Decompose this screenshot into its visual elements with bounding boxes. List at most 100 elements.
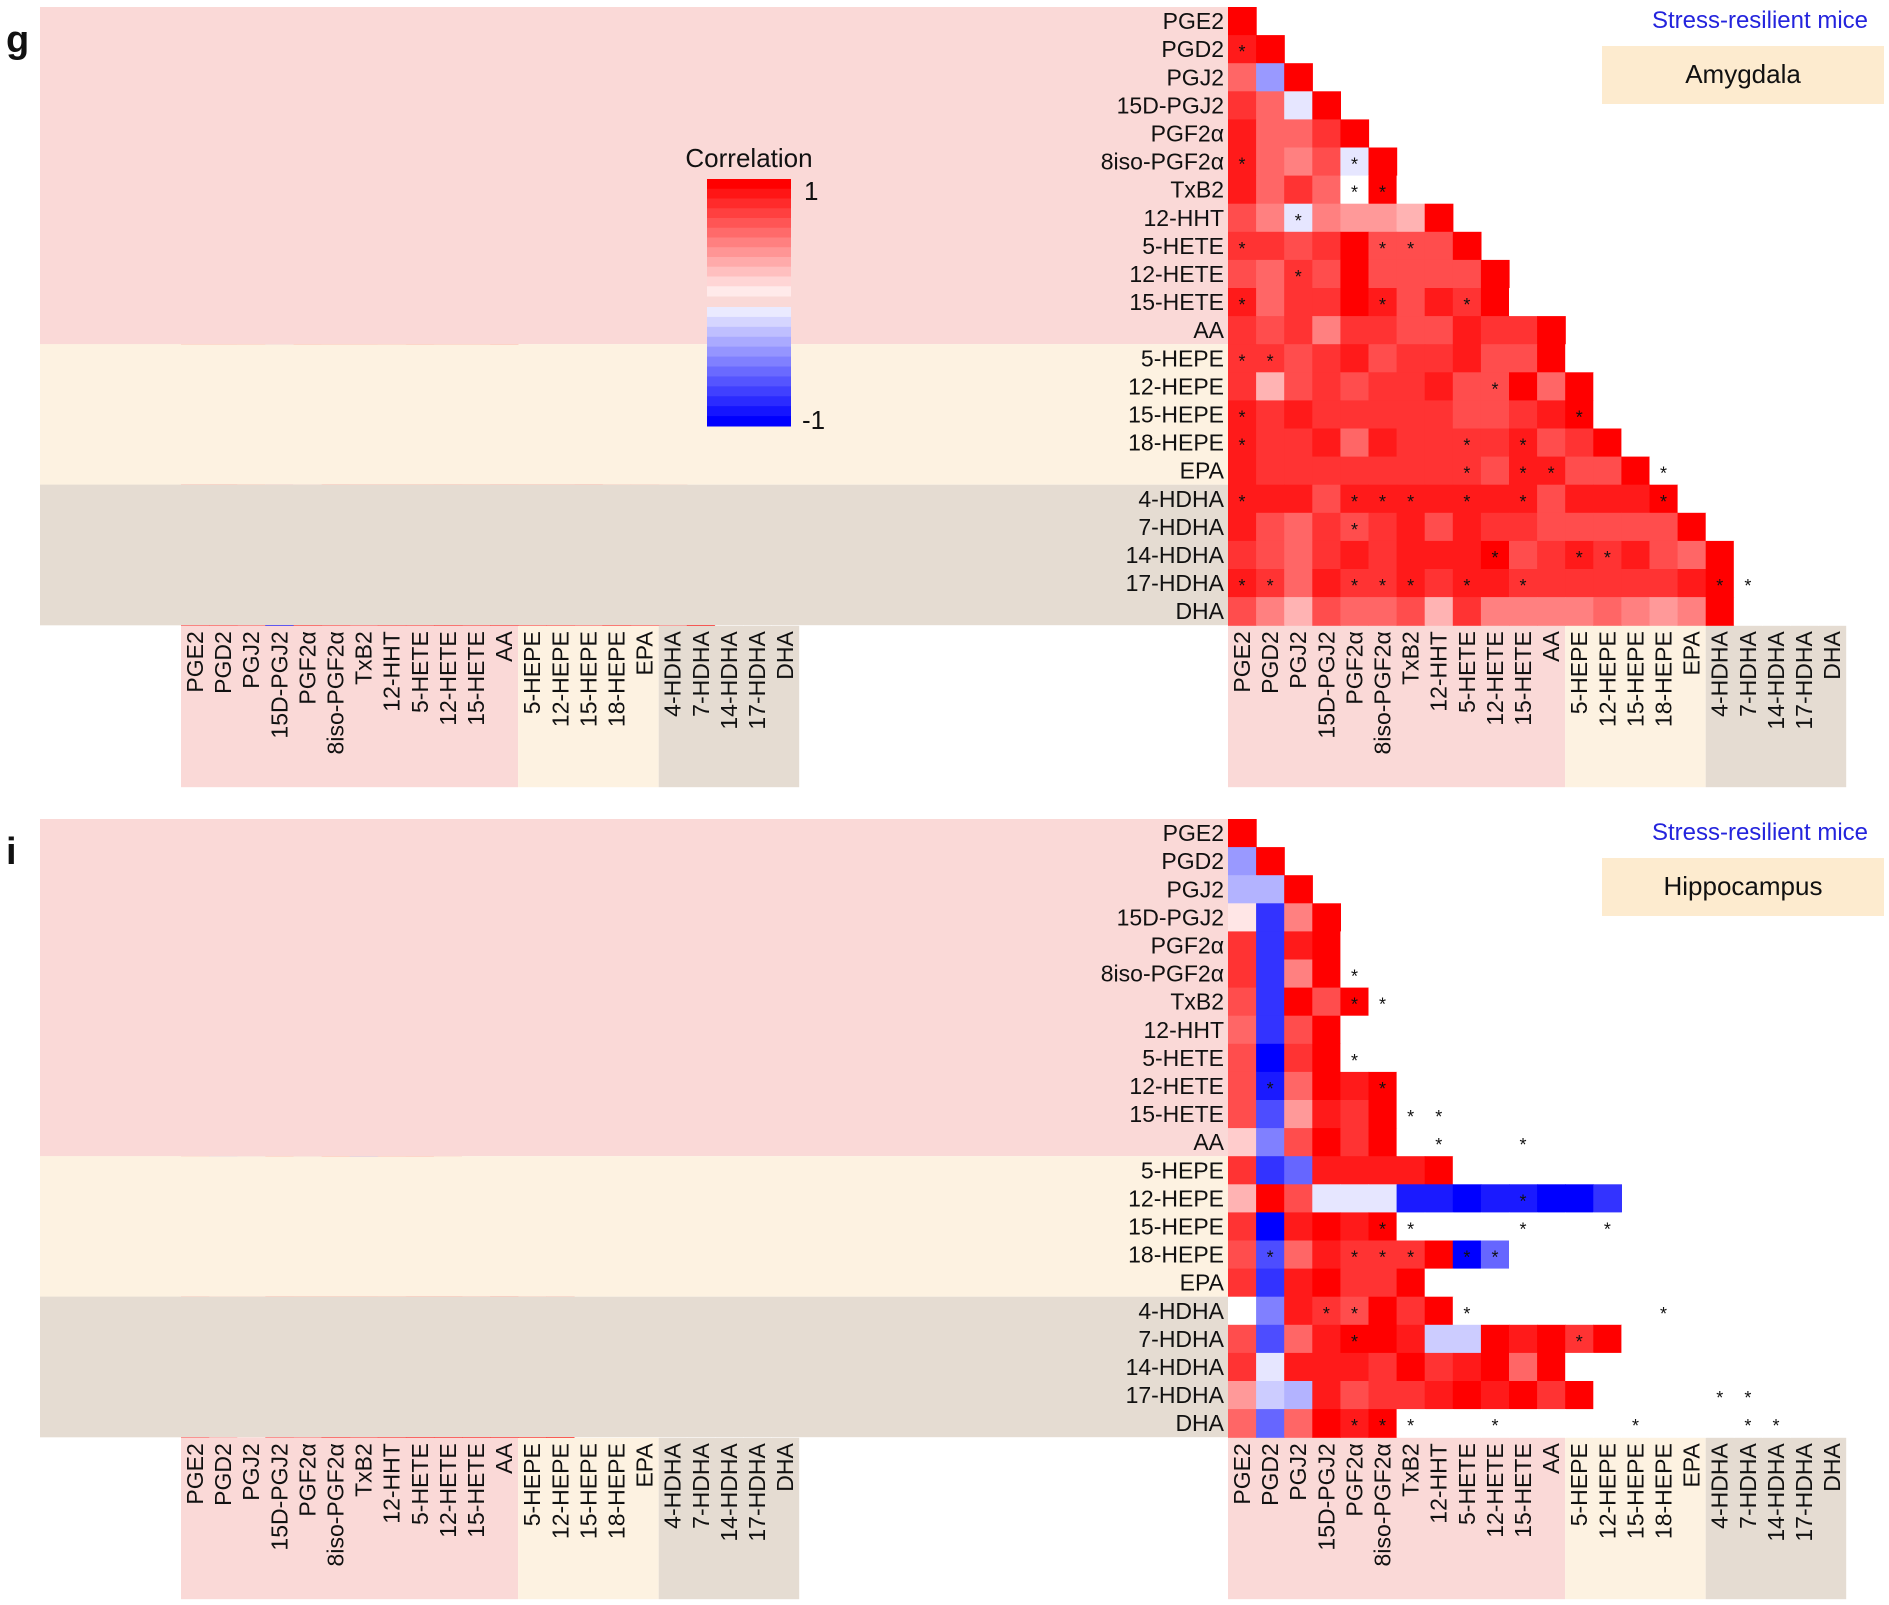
heatmap-cell	[1312, 259, 1341, 289]
significance-marker: *	[1295, 211, 1302, 231]
column-label: 4-HDHA	[660, 1443, 686, 1529]
row-label: PGD2	[1161, 36, 1224, 62]
panel-letter: i	[6, 831, 17, 873]
significance-marker: *	[1407, 1107, 1414, 1127]
heatmap-cell	[1565, 1352, 1594, 1382]
heatmap-cell	[1368, 428, 1398, 458]
column-label: PGF2α	[294, 631, 320, 704]
row-label: DHA	[1175, 1410, 1224, 1436]
heatmap-cell	[1480, 372, 1510, 401]
panel-title: Stress-resilient mice	[1652, 819, 1868, 846]
heatmap-cell	[1228, 875, 1257, 904]
heatmap-cell	[1509, 288, 1538, 317]
heatmap-cell	[1256, 1100, 1285, 1129]
heatmap-cell	[1284, 1128, 1313, 1157]
row-label: 4-HDHA	[1138, 1298, 1224, 1324]
significance-marker: *	[1379, 576, 1386, 596]
heatmap-cell	[1340, 569, 1370, 598]
heatmap-cell	[1565, 1296, 1594, 1326]
row-label: 15D-PGJ2	[1117, 904, 1224, 930]
heatmap-cell	[1705, 1324, 1735, 1354]
significance-marker: *	[1604, 1219, 1611, 1239]
heatmap-cell	[1537, 344, 1566, 373]
heatmap-cell	[1452, 1240, 1482, 1270]
significance-marker: *	[1435, 1135, 1442, 1155]
heatmap-cell	[1452, 1043, 1482, 1073]
heatmap-cell	[1480, 1240, 1510, 1270]
heatmap-cell	[1480, 259, 1510, 289]
heatmap-cell	[1368, 400, 1398, 430]
heatmap-cell	[1340, 931, 1370, 961]
heatmap-cell	[1452, 1156, 1482, 1185]
column-label: AA	[1538, 1443, 1564, 1474]
column-label: 18-HEPE	[1651, 1443, 1677, 1539]
heatmap-cell	[1424, 1184, 1454, 1213]
heatmap-cell	[1256, 1128, 1285, 1157]
significance-marker: *	[1379, 183, 1386, 203]
legend-swatch	[707, 247, 791, 258]
heatmap-cell	[1733, 1352, 1763, 1382]
row-label: PGJ2	[1166, 64, 1224, 90]
heatmap-cell	[1537, 1381, 1566, 1410]
significance-marker: *	[1520, 1219, 1527, 1239]
column-label: TxB2	[351, 1443, 377, 1497]
column-label: 15-HEPE	[575, 631, 601, 727]
significance-marker: *	[1520, 1191, 1527, 1211]
column-label: 17-HDHA	[744, 1443, 770, 1542]
heatmap-cell	[1649, 1296, 1679, 1326]
heatmap-cell	[1340, 1015, 1370, 1045]
legend-swatch	[707, 366, 791, 377]
significance-marker: *	[1744, 576, 1751, 596]
heatmap-cell	[1368, 288, 1398, 317]
heatmap-cell	[1452, 1296, 1482, 1326]
row-label: 12-HEPE	[1128, 373, 1224, 399]
legend-swatch	[707, 286, 791, 297]
heatmap-cell	[1368, 1240, 1398, 1270]
heatmap-cell	[1452, 1128, 1482, 1157]
heatmap-cell	[1509, 428, 1538, 458]
column-group-band	[1565, 1437, 1706, 1600]
heatmap-cell	[1256, 231, 1285, 261]
heatmap-cell	[1284, 959, 1313, 989]
heatmap-cell	[1649, 484, 1679, 514]
heatmap-cell	[1509, 456, 1538, 486]
column-label: 8iso-PGF2α	[1370, 1443, 1396, 1566]
column-group-band	[1228, 1437, 1566, 1600]
significance-marker: *	[1267, 351, 1274, 371]
heatmap-cell	[1621, 597, 1651, 626]
heatmap-cell	[1480, 1100, 1510, 1129]
column-label: TxB2	[1398, 1443, 1424, 1497]
column-label: 14-HDHA	[1763, 631, 1789, 730]
heatmap-cell	[1228, 316, 1257, 345]
heatmap-cell	[1312, 316, 1341, 345]
heatmap-cell	[1537, 1324, 1566, 1354]
heatmap-cell	[1396, 288, 1426, 317]
heatmap-cell	[1228, 1043, 1257, 1073]
significance-marker: *	[1239, 407, 1246, 427]
column-label: DHA	[1819, 631, 1845, 680]
row-label: TxB2	[1170, 177, 1224, 203]
heatmap-cell	[1480, 597, 1510, 626]
heatmap-cell	[1256, 512, 1285, 542]
legend-swatch	[707, 237, 791, 248]
significance-marker: *	[1407, 492, 1414, 512]
heatmap-cell	[1424, 259, 1454, 289]
heatmap-cell	[1649, 569, 1679, 598]
heatmap-cell	[1228, 1324, 1257, 1354]
row-label: 12-HHT	[1143, 1017, 1224, 1043]
row-label: 4-HDHA	[1138, 486, 1224, 512]
significance-marker: *	[1379, 492, 1386, 512]
column-label: 15-HEPE	[1622, 631, 1648, 727]
row-label: 18-HEPE	[1128, 430, 1224, 456]
heatmap-cell	[1340, 1324, 1370, 1354]
column-label: 8iso-PGF2α	[323, 631, 349, 754]
column-label: 17-HDHA	[744, 631, 770, 730]
heatmap-cell	[1761, 540, 1791, 570]
column-group-band	[1228, 625, 1566, 788]
heatmap-cell	[1424, 1268, 1454, 1298]
significance-marker: *	[1491, 1416, 1498, 1436]
heatmap-cell	[1228, 931, 1257, 961]
row-label: PGJ2	[1166, 876, 1224, 902]
heatmap-cell	[1593, 512, 1622, 542]
significance-marker: *	[1239, 436, 1246, 456]
